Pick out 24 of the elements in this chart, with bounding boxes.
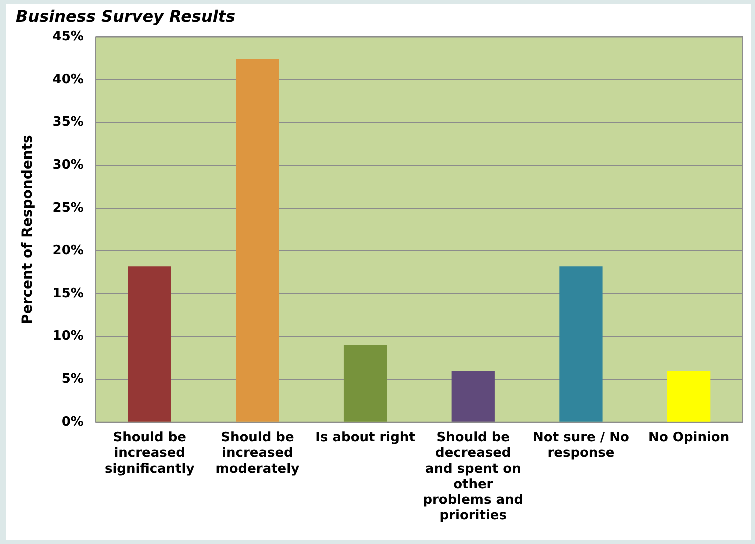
x-tick-label: Should be increased significantly xyxy=(104,430,196,477)
bar xyxy=(128,266,172,422)
y-tick-label: 15% xyxy=(52,286,84,302)
y-tick-label: 20% xyxy=(52,244,84,259)
y-axis-title: Percent of Respondents xyxy=(20,135,36,324)
x-tick-label: Should be decreased and spent on other problems and priorities xyxy=(423,430,524,524)
y-tick-label: 5% xyxy=(62,372,84,387)
bar xyxy=(236,59,280,422)
bar xyxy=(560,266,603,422)
bar xyxy=(344,345,388,422)
chart-title: Business Survey Results xyxy=(16,6,236,26)
bar xyxy=(452,371,495,422)
y-tick-label: 10% xyxy=(52,329,84,344)
x-tick-label: Is about right xyxy=(316,430,416,446)
bar xyxy=(668,371,711,422)
y-tick-label: 0% xyxy=(62,414,84,430)
x-tick-label: No Opinion xyxy=(648,430,730,446)
x-tick-label: Not sure / No response xyxy=(533,430,630,462)
y-tick-label: 30% xyxy=(52,158,84,173)
x-tick-label: Should be increased moderately xyxy=(216,430,300,477)
y-tick-label: 40% xyxy=(52,72,84,88)
y-tick-label: 25% xyxy=(52,200,84,216)
y-tick-label: 45% xyxy=(52,30,84,45)
y-tick-label: 35% xyxy=(52,115,84,130)
